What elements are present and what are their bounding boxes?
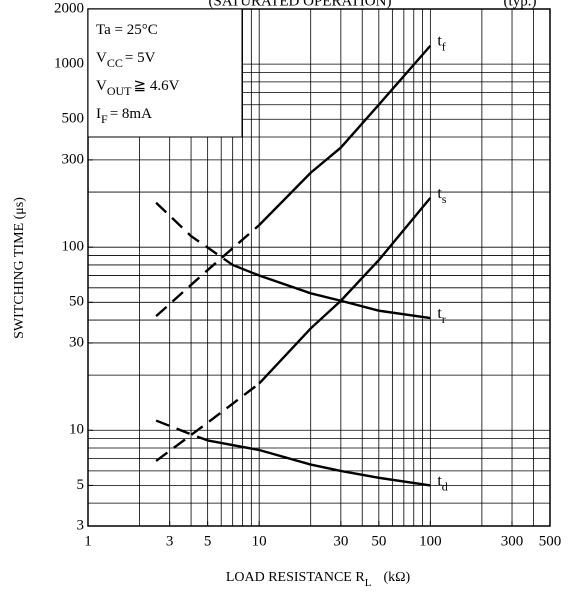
curve-label: td — [437, 472, 447, 493]
condition-sub: CC — [107, 56, 123, 70]
condition: VCC = 5V — [96, 50, 156, 69]
curve-label: tf — [437, 32, 445, 53]
curve-label-sub: d — [442, 479, 448, 493]
x-tick-label: 500 — [539, 533, 562, 549]
curve — [155, 224, 260, 318]
curve — [232, 263, 431, 320]
curve-label-main: t — [437, 185, 442, 202]
x-tick-label: 3 — [166, 533, 174, 549]
conditions-box — [87, 8, 243, 138]
condition-rest: = 5V — [125, 50, 156, 66]
curve — [258, 197, 432, 385]
y-axis-label: SWITCHING TIME (μs) — [12, 197, 27, 339]
x-tick-label: 10 — [252, 533, 267, 549]
condition-rest: = 8mA — [110, 106, 152, 122]
y-tick-label: 30 — [69, 334, 84, 350]
condition-sub: F — [101, 112, 108, 126]
condition: IF = 8mA — [96, 106, 152, 125]
curve — [155, 201, 234, 266]
x-tick-label: 100 — [419, 533, 442, 549]
x-axis-label-rest: (kΩ) — [383, 570, 410, 585]
condition-main: V — [96, 78, 107, 94]
curve-label: ts — [437, 185, 446, 206]
curve-label-main: t — [437, 305, 442, 322]
curve — [155, 419, 209, 442]
chart-title: (SATURATED OPERATION) — [209, 0, 392, 9]
curve-label-sub: s — [442, 192, 447, 206]
plot-frame — [87, 8, 551, 527]
condition-rest: ≧ 4.6V — [134, 78, 180, 94]
x-axis-label-main: LOAD RESISTANCE R — [226, 570, 366, 585]
curve-label-sub: r — [442, 312, 446, 326]
y-tick-label: 100 — [62, 239, 85, 255]
chart-subtitle: (typ.) — [504, 0, 537, 9]
curve — [258, 44, 432, 226]
condition-sub: OUT — [107, 84, 132, 98]
condition: Ta = 25°C — [96, 22, 158, 38]
y-tick-label: 5 — [77, 477, 85, 493]
x-tick-label: 300 — [501, 533, 524, 549]
condition-main: Ta = 25°C — [96, 22, 158, 38]
condition-main: I — [96, 106, 101, 122]
x-axis-label-sub: L — [365, 577, 372, 589]
y-tick-label: 10 — [69, 422, 84, 438]
curve-label-main: t — [437, 32, 442, 49]
x-tick-label: 30 — [333, 533, 348, 549]
y-tick-label: 300 — [62, 151, 85, 167]
x-axis-label: LOAD RESISTANCE RL (kΩ) — [226, 570, 411, 588]
x-tick-label: 1 — [84, 533, 92, 549]
y-tick-label: 3 — [77, 517, 85, 533]
curve — [207, 439, 431, 487]
curve-label-main: t — [437, 472, 442, 489]
curve-label: tr — [437, 305, 445, 326]
y-tick-label: 500 — [62, 111, 85, 127]
y-tick-label: 1000 — [54, 56, 84, 72]
x-tick-label: 5 — [204, 533, 212, 549]
y-tick-label: 50 — [69, 294, 84, 310]
condition-main: V — [96, 50, 107, 66]
condition: VOUT ≧ 4.6V — [96, 78, 180, 97]
x-tick-label: 50 — [371, 533, 386, 549]
y-tick-label: 2000 — [54, 0, 84, 16]
curve-label-sub: f — [442, 39, 446, 53]
